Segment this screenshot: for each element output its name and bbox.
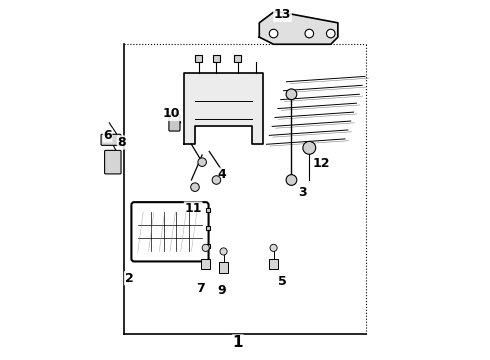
Circle shape (326, 29, 335, 38)
Bar (234, 55, 242, 62)
Circle shape (270, 244, 277, 251)
Bar (270, 258, 278, 269)
Circle shape (191, 183, 199, 192)
Bar (206, 244, 210, 248)
Polygon shape (259, 12, 338, 44)
Bar (213, 55, 220, 62)
FancyBboxPatch shape (101, 134, 121, 145)
Bar (206, 208, 210, 212)
Text: 8: 8 (118, 136, 126, 149)
Circle shape (305, 29, 314, 38)
Text: 5: 5 (278, 275, 287, 288)
Text: 4: 4 (218, 168, 226, 181)
Text: 1: 1 (233, 335, 243, 350)
FancyBboxPatch shape (104, 150, 121, 174)
Circle shape (202, 244, 209, 251)
Bar (195, 55, 202, 62)
FancyBboxPatch shape (169, 114, 180, 131)
Circle shape (270, 29, 278, 38)
Text: 11: 11 (184, 202, 202, 215)
Text: 13: 13 (274, 9, 291, 22)
Bar (220, 262, 228, 273)
Text: 9: 9 (218, 284, 226, 297)
Text: 2: 2 (124, 272, 133, 285)
Circle shape (220, 248, 227, 255)
FancyBboxPatch shape (131, 202, 209, 261)
Text: 3: 3 (298, 186, 306, 199)
Circle shape (303, 141, 316, 154)
Text: 6: 6 (103, 129, 112, 142)
Circle shape (286, 89, 297, 100)
Circle shape (198, 158, 206, 166)
Circle shape (212, 176, 220, 184)
Text: 12: 12 (313, 157, 331, 170)
Bar (201, 258, 210, 269)
Text: 10: 10 (163, 107, 180, 120)
Bar (206, 226, 210, 230)
Polygon shape (184, 73, 263, 144)
Text: 7: 7 (196, 283, 205, 296)
Circle shape (286, 175, 297, 185)
